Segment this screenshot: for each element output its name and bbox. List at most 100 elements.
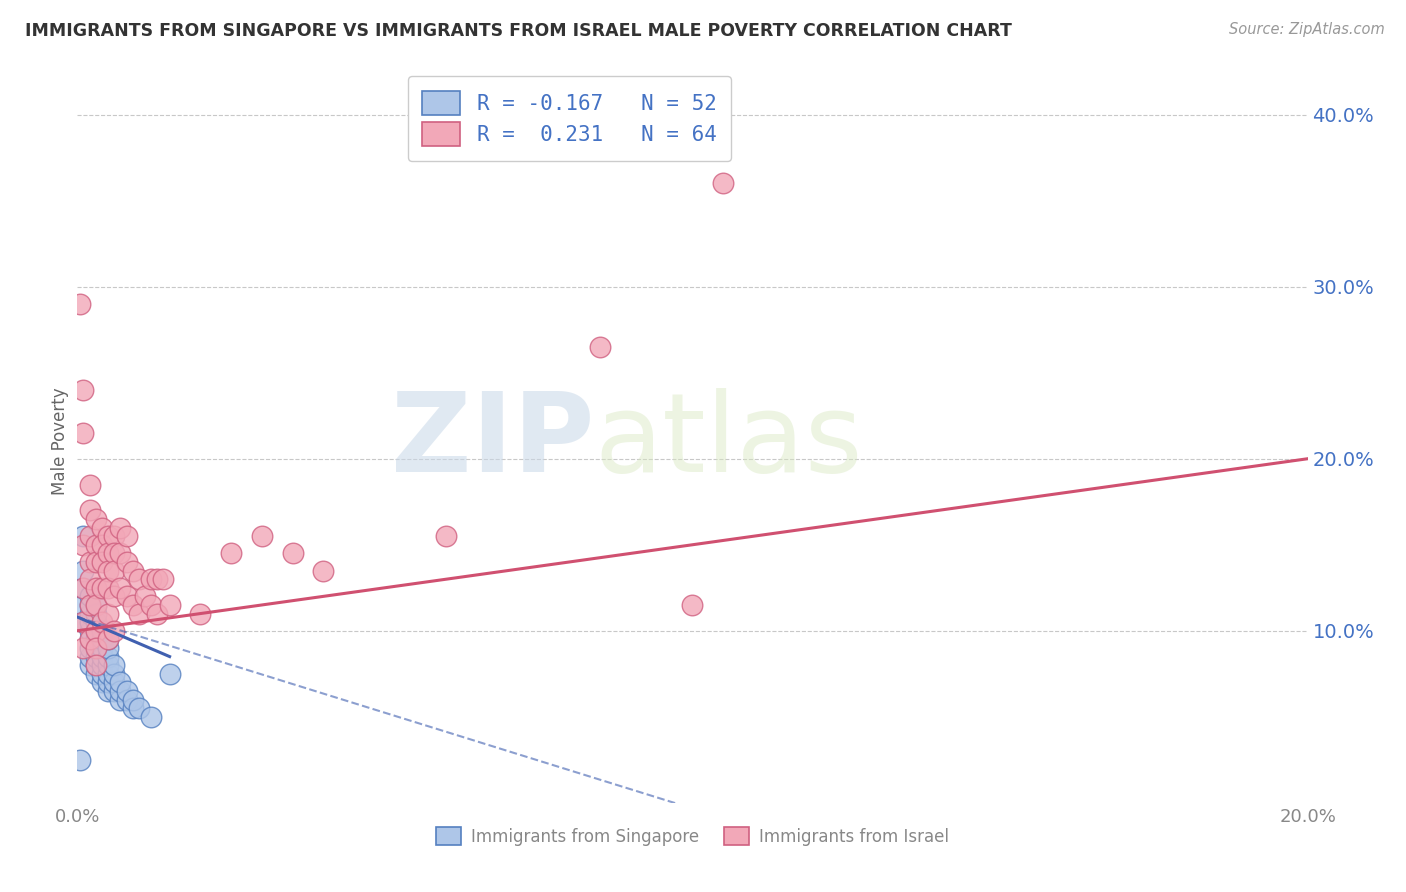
Point [72, 538, 94, 552]
Point [121, 701, 143, 715]
Point [79, 590, 101, 604]
Y-axis label: Male Poverty: Male Poverty [51, 388, 69, 495]
Point [84, 615, 107, 630]
Point [159, 598, 181, 612]
Point [72, 564, 94, 578]
Point [90, 658, 114, 673]
Point [72, 529, 94, 543]
Point [90, 649, 114, 664]
Point [90, 615, 114, 630]
Text: atlas: atlas [595, 388, 862, 495]
Point [128, 607, 150, 621]
Point [146, 607, 169, 621]
Point [72, 615, 94, 630]
Text: IMMIGRANTS FROM SINGAPORE VS IMMIGRANTS FROM ISRAEL MALE POVERTY CORRELATION CHA: IMMIGRANTS FROM SINGAPORE VS IMMIGRANTS … [25, 22, 1012, 40]
Point [79, 632, 101, 647]
Point [79, 607, 101, 621]
Point [97, 607, 120, 621]
Point [90, 555, 114, 569]
Point [103, 658, 125, 673]
Point [312, 564, 335, 578]
Point [103, 546, 125, 560]
Point [90, 581, 114, 595]
Point [72, 640, 94, 655]
Point [103, 684, 125, 698]
Point [84, 607, 107, 621]
Point [69, 753, 91, 767]
Point [141, 572, 163, 586]
Point [436, 529, 458, 543]
Point [711, 177, 734, 191]
Point [84, 624, 107, 638]
Point [97, 632, 120, 647]
Point [97, 649, 120, 664]
Point [97, 632, 120, 647]
Point [84, 658, 107, 673]
Point [84, 598, 107, 612]
Point [97, 529, 120, 543]
Point [281, 546, 304, 560]
Point [72, 598, 94, 612]
Point [110, 520, 132, 534]
Point [79, 632, 101, 647]
Point [72, 383, 94, 397]
Point [141, 598, 163, 612]
Point [121, 598, 143, 612]
Point [103, 624, 125, 638]
Point [152, 572, 174, 586]
Point [97, 684, 120, 698]
Point [79, 640, 101, 655]
Point [79, 615, 101, 630]
Point [79, 598, 101, 612]
Point [115, 590, 138, 604]
Point [250, 529, 273, 543]
Point [159, 666, 181, 681]
Point [79, 503, 101, 517]
Point [84, 598, 107, 612]
Point [84, 649, 107, 664]
Point [90, 675, 114, 690]
Point [97, 564, 120, 578]
Point [115, 529, 138, 543]
Point [103, 590, 125, 604]
Point [115, 684, 138, 698]
Point [84, 512, 107, 526]
Point [110, 675, 132, 690]
Point [97, 666, 120, 681]
Point [79, 658, 101, 673]
Point [79, 649, 101, 664]
Point [84, 538, 107, 552]
Point [72, 425, 94, 440]
Text: ZIP: ZIP [391, 388, 595, 495]
Point [97, 640, 120, 655]
Point [97, 581, 120, 595]
Point [128, 701, 150, 715]
Point [84, 581, 107, 595]
Point [72, 581, 94, 595]
Point [97, 658, 120, 673]
Point [110, 546, 132, 560]
Point [682, 598, 704, 612]
Point [115, 692, 138, 706]
Point [84, 640, 107, 655]
Point [69, 297, 91, 311]
Point [79, 572, 101, 586]
Point [90, 666, 114, 681]
Point [72, 581, 94, 595]
Point [110, 581, 132, 595]
Point [79, 555, 101, 569]
Point [121, 692, 143, 706]
Point [97, 675, 120, 690]
Point [79, 529, 101, 543]
Legend: Immigrants from Singapore, Immigrants from Israel: Immigrants from Singapore, Immigrants fr… [429, 821, 956, 852]
Point [115, 555, 138, 569]
Point [84, 624, 107, 638]
Point [110, 684, 132, 698]
Point [90, 632, 114, 647]
Point [188, 607, 212, 621]
Point [121, 564, 143, 578]
Point [128, 572, 150, 586]
Point [90, 520, 114, 534]
Point [79, 624, 101, 638]
Point [79, 477, 101, 491]
